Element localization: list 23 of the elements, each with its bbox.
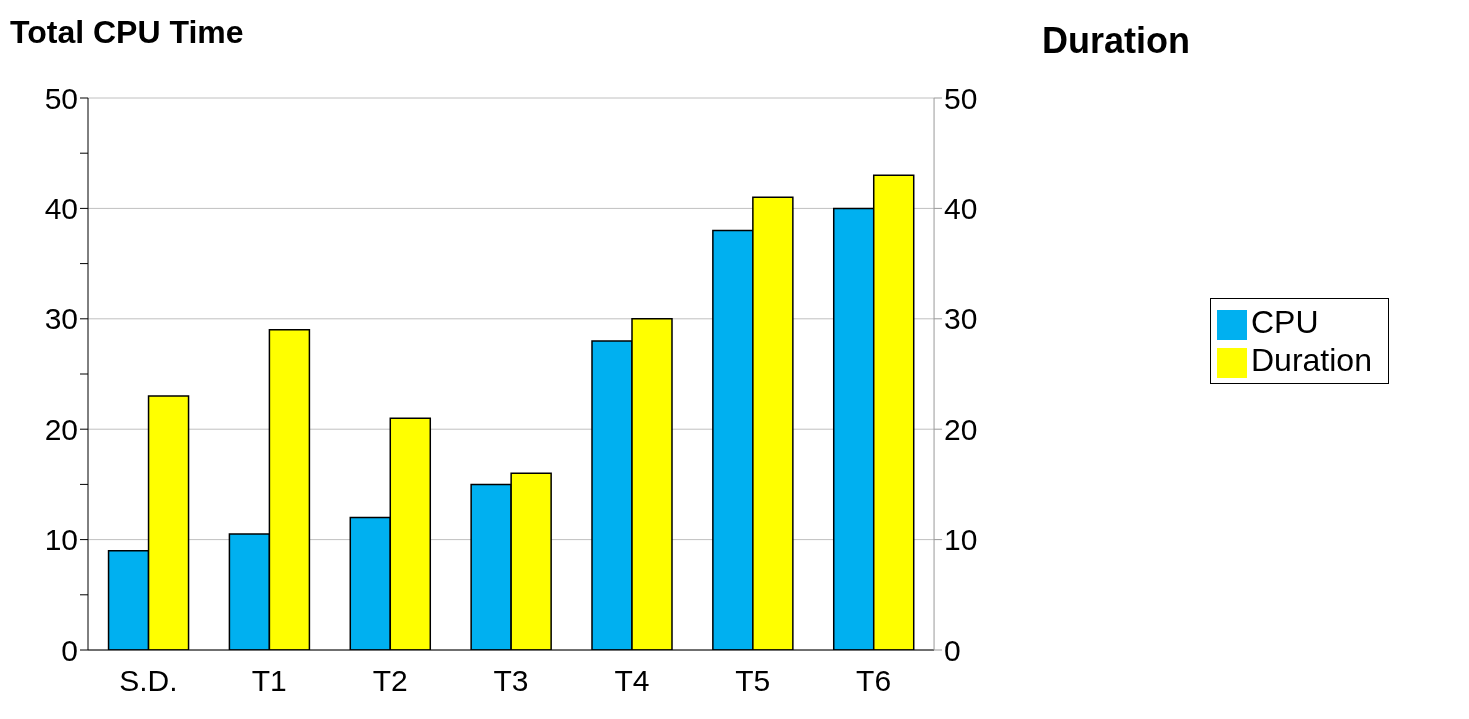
y-tick-label: 0 xyxy=(61,633,78,667)
y2-axis-title: Duration xyxy=(1042,20,1190,62)
x-tick-label: T3 xyxy=(493,664,529,698)
x-tick-label: T2 xyxy=(372,664,408,698)
legend-label: Duration xyxy=(1251,342,1372,378)
y2-tick-label: 0 xyxy=(944,633,961,667)
x-tick-label: T1 xyxy=(251,664,287,698)
y2-tick-label: 10 xyxy=(944,523,978,557)
y2-tick-label: 20 xyxy=(944,412,978,446)
x-tick-label: T4 xyxy=(614,664,650,698)
x-tick-label: T5 xyxy=(735,664,771,698)
legend-label: CPU xyxy=(1251,304,1319,340)
y2-tick-label: 40 xyxy=(944,192,978,226)
y-tick-label: 30 xyxy=(44,302,78,336)
x-tick-label: T6 xyxy=(856,664,892,698)
y-tick-label: 40 xyxy=(44,192,78,226)
y-axis-title: Total CPU Time xyxy=(10,14,244,51)
y2-tick-label: 30 xyxy=(944,302,978,336)
y2-tick-label: 50 xyxy=(944,81,978,115)
y-tick-label: 50 xyxy=(44,81,78,115)
y-tick-label: 20 xyxy=(44,412,78,446)
x-tick-label: S.D. xyxy=(119,664,178,698)
y-tick-label: 10 xyxy=(44,523,78,557)
